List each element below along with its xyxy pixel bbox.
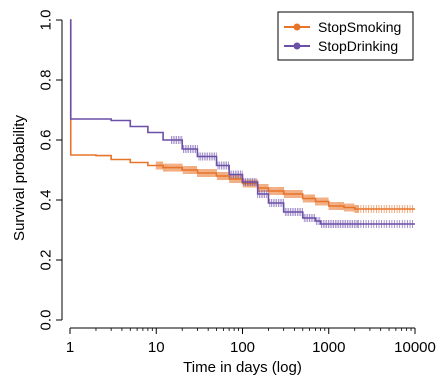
y-tick-label: 0.4	[38, 190, 55, 211]
legend-label: StopSmoking	[318, 19, 401, 35]
x-tick-label: 1	[66, 339, 74, 356]
legend-swatch-marker	[293, 23, 301, 31]
legend-box	[277, 11, 414, 61]
y-axis: 0.0 0.2 0.4 0.6 0.8 1.0	[38, 10, 63, 331]
y-tick-label: 0.6	[38, 130, 55, 151]
x-axis: 1 10 100 1000 10000	[66, 327, 436, 356]
x-tick-label: 10	[148, 339, 165, 356]
y-tick-label: 0.2	[38, 250, 55, 271]
y-tick-label: 0.0	[38, 310, 55, 331]
y-axis-label: Survival probability	[11, 115, 28, 241]
legend-label: StopDrinking	[318, 38, 398, 54]
x-tick-label: 100	[230, 339, 255, 356]
plot-area	[69, 19, 415, 228]
x-tick-label: 10000	[394, 339, 436, 356]
y-tick-label: 0.8	[38, 70, 55, 91]
censor-marks-StopDrinking	[171, 136, 414, 228]
x-tick-label: 1000	[312, 339, 345, 356]
y-tick-label: 1.0	[38, 10, 55, 31]
censor-marks-StopSmoking	[155, 161, 414, 213]
x-axis-label: Time in days (log)	[183, 359, 302, 376]
legend-swatch-marker	[293, 42, 301, 50]
legend: StopSmoking StopDrinking	[277, 11, 414, 61]
